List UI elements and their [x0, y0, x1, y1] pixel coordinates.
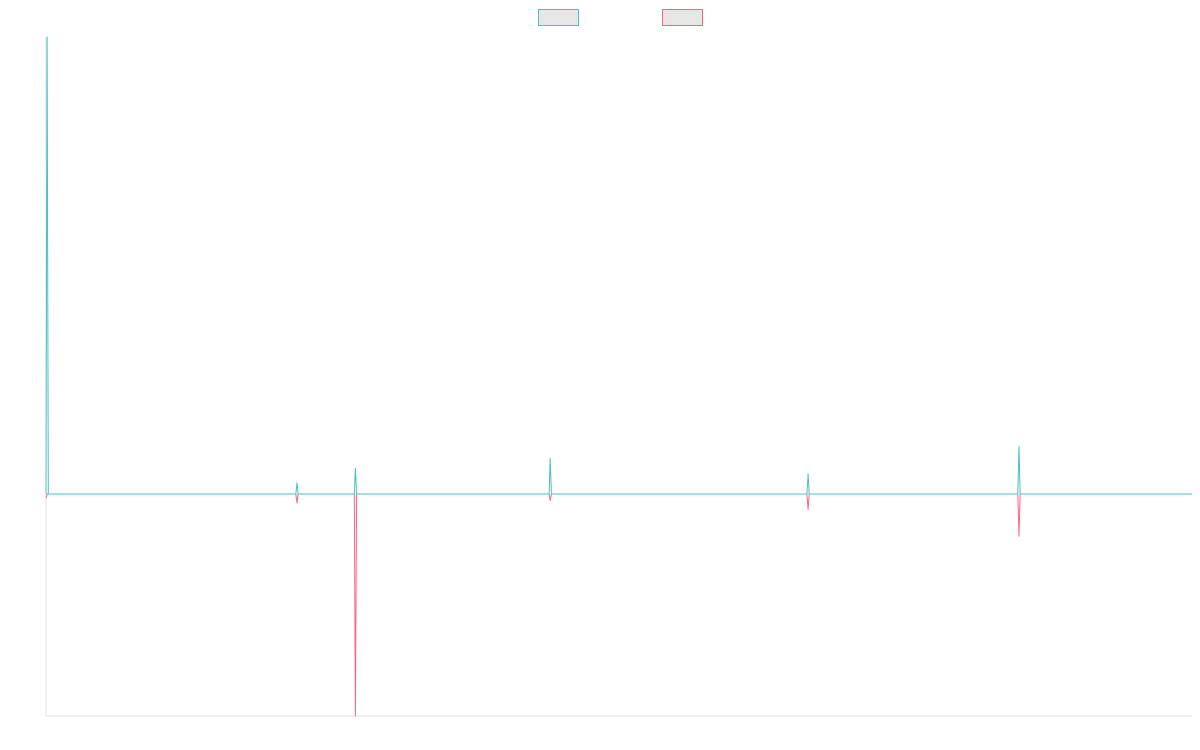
series-line-1	[45, 36, 1192, 495]
legend-swatch-1[interactable]	[538, 9, 579, 26]
axes	[45, 37, 1192, 717]
legend[interactable]	[538, 9, 703, 26]
series-line-2	[45, 493, 1192, 717]
legend-swatch-2[interactable]	[662, 9, 703, 26]
series-layer	[45, 36, 1192, 717]
